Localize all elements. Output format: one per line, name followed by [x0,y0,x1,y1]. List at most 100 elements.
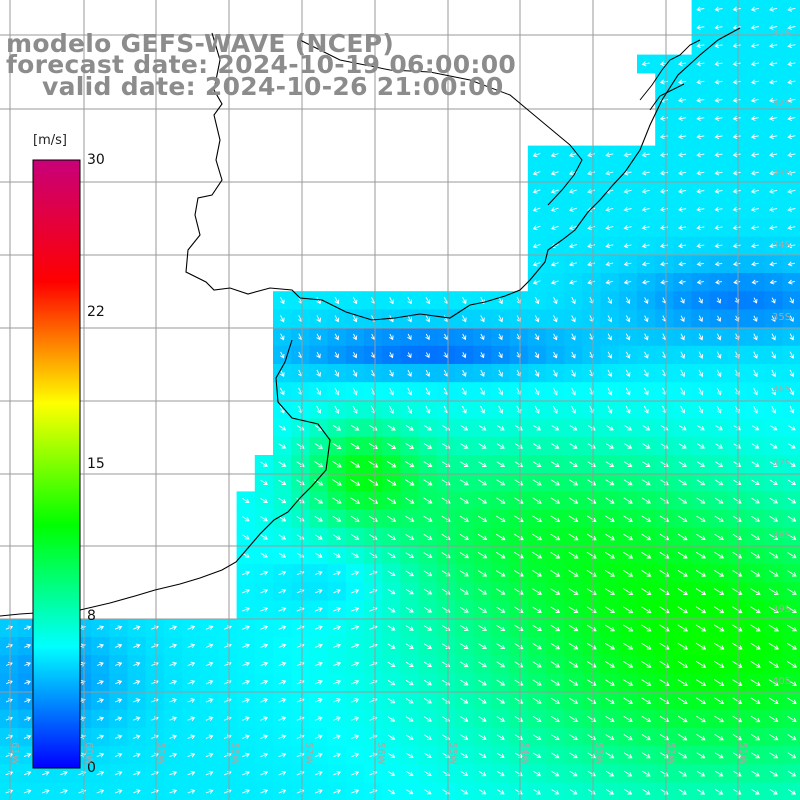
wind-arrow [732,79,741,85]
wind-arrow [187,716,196,722]
wind-arrow [187,698,196,703]
wind-arrow [607,405,613,414]
wind-arrow [750,79,759,85]
wind-arrow [169,643,178,649]
wind-arrow [278,461,287,467]
wind-arrow [242,625,250,631]
wind-arrow [423,461,433,468]
wind-speed-cell [782,637,800,656]
wind-arrow [771,297,776,304]
wind-arrow [716,297,722,304]
wind-arrow [260,789,269,794]
wind-arrow [550,716,560,722]
lon-label-58w: 58W [229,742,240,765]
wind-arrow [550,588,561,595]
wind-arrow [568,225,577,231]
wind-arrow [788,443,796,449]
wind-arrow [714,243,723,249]
wind-arrow [714,188,723,194]
wind-arrow [478,643,487,650]
wind-arrow [678,152,687,158]
wind-arrow [552,333,558,341]
wind-arrow [678,789,687,795]
lon-label-53w: 53W [593,742,604,765]
wind-arrow [333,770,341,776]
wind-arrow [496,624,506,631]
wind-arrow [750,188,759,194]
wind-arrow [623,570,634,577]
colorbar [32,159,81,769]
wind-arrow [352,333,358,341]
wind-arrow [789,297,794,304]
wind-speed-cell [618,782,638,800]
wind-arrow [623,243,632,249]
wind-arrow [350,442,360,450]
wind-arrow [732,206,741,212]
model-title: modelo GEFS-WAVE (NCEP) [6,29,395,58]
wind-arrow [750,624,761,632]
wind-arrow [459,570,469,577]
wind-arrow [60,770,68,776]
wind-arrow [751,497,760,504]
lon-label-51w: 51W [737,742,748,765]
wind-arrow [587,261,596,267]
wind-arrow [643,369,649,378]
wind-arrow [732,533,743,541]
wind-arrow [24,643,32,649]
wind-arrow [41,789,50,794]
wind-arrow [605,225,614,231]
wind-arrow [242,516,250,522]
wind-arrow [587,152,596,158]
wind-arrow [405,716,414,722]
wind-arrow [786,661,798,668]
wind-arrow [316,351,321,359]
wind-arrow [696,261,705,267]
wind-arrow [423,588,433,595]
wind-arrow [352,296,358,305]
wind-arrow [496,497,506,504]
wind-arrow [732,43,741,49]
wind-arrow [622,588,634,595]
wind-arrow [605,497,615,504]
wind-arrow [278,479,287,485]
wind-arrow [316,296,321,305]
wind-arrow [496,789,505,795]
wind-arrow [533,443,542,449]
wind-arrow [96,643,104,649]
wind-arrow [389,296,394,305]
wind-arrow [787,79,796,85]
wind-arrow [753,351,758,359]
wind-arrow [405,607,414,613]
wind-arrow [698,405,704,414]
wind-arrow [660,443,669,449]
wind-arrow [532,588,543,595]
wind-arrow [752,315,758,322]
wind-speed-cell [782,746,800,765]
wind-arrow [787,170,796,176]
wind-arrow [677,624,689,632]
wind-arrow [388,352,394,359]
wind-arrow [477,533,488,541]
wind-arrow [115,680,123,685]
wind-arrow [314,679,323,685]
wind-arrow [751,515,761,522]
wind-arrow [789,387,795,396]
wind-arrow [460,661,469,668]
wind-arrow [787,734,797,741]
wind-arrow [242,588,250,594]
wind-arrow [623,715,633,723]
wind-arrow [678,261,686,267]
wind-arrow [678,225,687,231]
wind-arrow [642,425,651,431]
wind-arrow [750,570,761,577]
wind-arrow [260,661,269,667]
wind-arrow [532,461,542,467]
wind-arrow [607,387,613,396]
lon-label-54w: 54W [519,742,530,765]
wind-arrow [625,387,631,396]
wind-arrow [569,770,578,777]
wind-arrow [242,734,250,740]
wind-speed-cell [782,364,800,383]
wind-speed-cell [637,782,656,800]
wind-arrow [407,387,413,396]
